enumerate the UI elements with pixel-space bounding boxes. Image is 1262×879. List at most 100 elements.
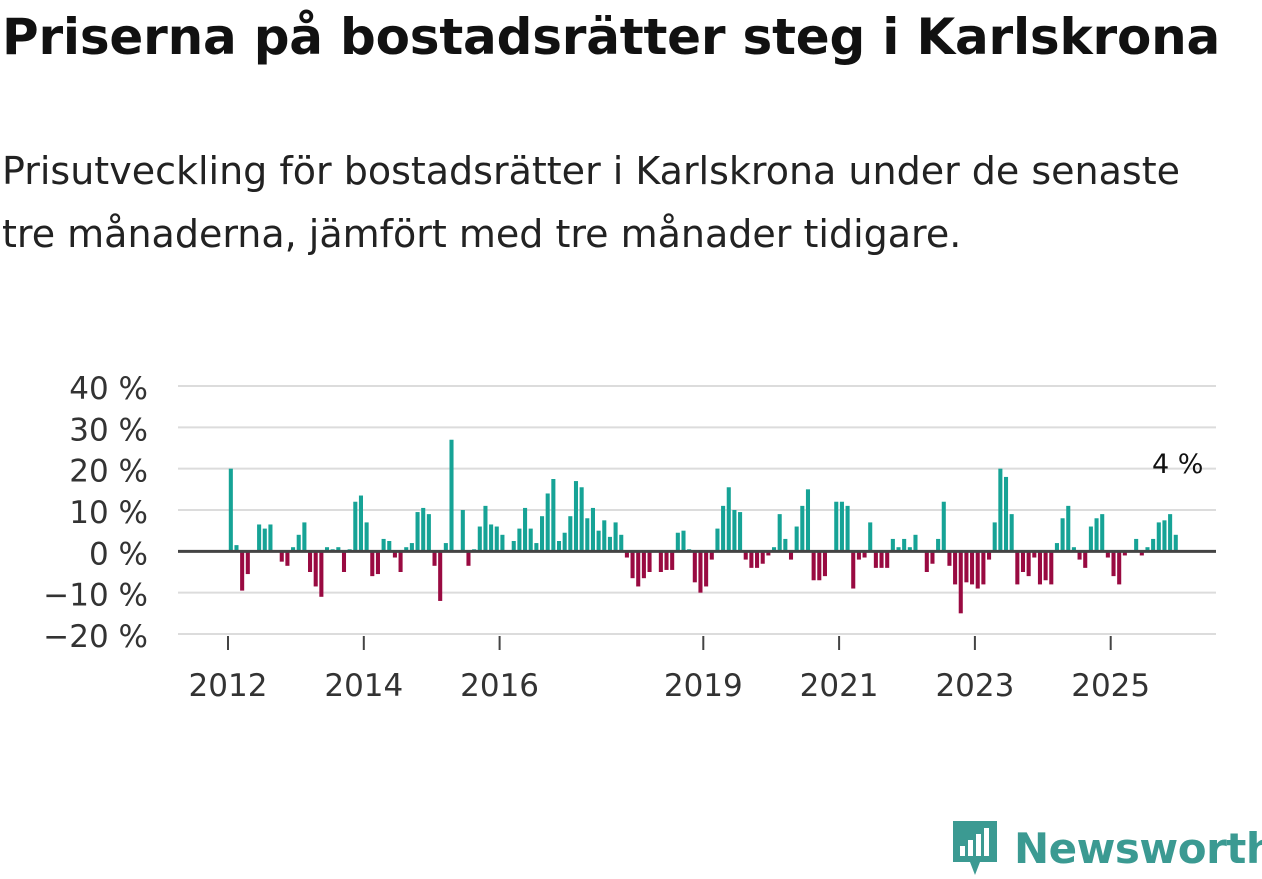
bar bbox=[240, 551, 245, 591]
bar bbox=[421, 507, 426, 552]
bar bbox=[234, 545, 239, 552]
bar bbox=[619, 534, 624, 552]
bar bbox=[1122, 551, 1127, 556]
bar bbox=[970, 551, 975, 585]
bar bbox=[607, 536, 612, 552]
bar bbox=[245, 551, 250, 575]
bar bbox=[602, 520, 607, 552]
bar bbox=[732, 510, 737, 552]
bar bbox=[590, 507, 595, 552]
bar bbox=[958, 551, 963, 614]
bar bbox=[341, 551, 347, 572]
bar bbox=[556, 541, 562, 552]
bar bbox=[262, 528, 267, 552]
bar bbox=[404, 547, 409, 552]
bar bbox=[794, 526, 799, 552]
bar bbox=[704, 551, 709, 587]
newsworthy-logo-text: Newsworthy bbox=[1014, 823, 1262, 873]
bar bbox=[517, 528, 522, 552]
bar bbox=[715, 528, 720, 552]
bar bbox=[692, 551, 697, 583]
bar bbox=[398, 551, 403, 572]
bar bbox=[1049, 551, 1054, 585]
bar bbox=[1054, 543, 1059, 552]
y-axis-ticks: −20 % −10 % 0 % 10 % 20 % 30 % 40 % bbox=[43, 371, 148, 655]
bar bbox=[856, 551, 861, 560]
bar bbox=[1026, 551, 1031, 577]
bar bbox=[324, 547, 330, 552]
bar bbox=[1168, 514, 1173, 552]
y-tick-label: 30 % bbox=[69, 412, 148, 448]
bar bbox=[1134, 538, 1139, 552]
bar bbox=[913, 534, 918, 552]
y-tick-label: 10 % bbox=[69, 495, 148, 531]
bar bbox=[489, 524, 494, 552]
y-tick-label: 20 % bbox=[69, 454, 148, 490]
bar bbox=[313, 551, 318, 587]
bar bbox=[987, 551, 992, 560]
bar bbox=[845, 505, 850, 552]
x-tick-label: 2016 bbox=[460, 668, 539, 704]
bar bbox=[658, 551, 663, 572]
bar bbox=[930, 551, 935, 564]
bar bbox=[1145, 547, 1150, 552]
bar bbox=[1162, 520, 1167, 552]
bar bbox=[641, 551, 646, 579]
bars bbox=[228, 439, 1178, 614]
bar bbox=[1043, 551, 1048, 581]
bar bbox=[466, 551, 471, 566]
bar bbox=[760, 551, 765, 564]
x-tick-label: 2012 bbox=[189, 668, 268, 704]
bar bbox=[755, 551, 760, 568]
bar bbox=[630, 551, 635, 579]
bar bbox=[353, 501, 358, 552]
bar bbox=[839, 501, 844, 552]
x-tick-label: 2023 bbox=[935, 668, 1014, 704]
bar bbox=[1083, 551, 1088, 568]
bar bbox=[862, 551, 867, 558]
bar bbox=[302, 522, 307, 552]
bar bbox=[534, 543, 539, 552]
x-axis-ticks: 2012 2014 2016 2019 2021 2023 2025 bbox=[189, 636, 1150, 704]
bar bbox=[568, 516, 573, 552]
bar bbox=[721, 505, 726, 552]
bar bbox=[432, 551, 437, 566]
bar bbox=[381, 538, 386, 552]
bar bbox=[579, 487, 584, 552]
bar bbox=[494, 526, 499, 552]
bar bbox=[800, 505, 805, 552]
y-tick-label: 0 % bbox=[89, 536, 148, 572]
bar bbox=[279, 551, 284, 562]
bar bbox=[1151, 538, 1156, 552]
bar bbox=[1173, 534, 1178, 552]
bar bbox=[636, 551, 641, 587]
bar bbox=[771, 547, 777, 552]
bar bbox=[675, 532, 680, 552]
bar bbox=[1105, 551, 1110, 558]
newsworthy-logo: Newsworthy bbox=[950, 818, 1262, 878]
bar bbox=[698, 551, 703, 593]
bar bbox=[291, 547, 296, 552]
bar bbox=[783, 538, 788, 552]
bar bbox=[777, 514, 782, 552]
bar bbox=[1100, 514, 1105, 552]
bar bbox=[941, 501, 946, 552]
chart-title: Priserna på bostadsrätter steg i Karlskr… bbox=[2, 8, 1221, 66]
gridlines bbox=[178, 385, 1216, 635]
bar bbox=[834, 501, 839, 552]
bar bbox=[409, 543, 414, 552]
y-tick-label: 40 % bbox=[69, 371, 148, 407]
bar bbox=[647, 551, 652, 572]
bar bbox=[749, 551, 754, 568]
bar bbox=[817, 551, 822, 581]
y-tick-label: −10 % bbox=[43, 578, 148, 614]
bar bbox=[364, 522, 369, 552]
bar bbox=[460, 510, 465, 552]
bar bbox=[540, 516, 545, 552]
bar bbox=[477, 526, 482, 552]
bar bbox=[511, 541, 516, 552]
bar bbox=[545, 493, 550, 552]
bar bbox=[426, 514, 431, 552]
bar bbox=[738, 512, 743, 552]
bar bbox=[805, 489, 811, 552]
